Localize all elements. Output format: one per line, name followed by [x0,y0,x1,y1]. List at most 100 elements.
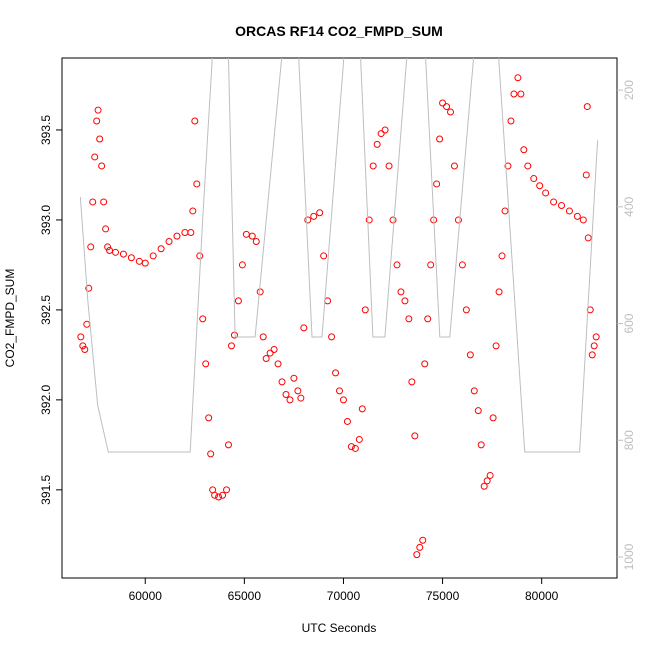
plot-area [77,58,600,559]
y-tick-label: 393.5 [39,115,53,145]
data-point [336,387,343,395]
data-point [274,360,282,368]
data-point [106,247,114,255]
data-point [524,162,532,170]
data-point [542,189,550,197]
data-point [369,162,377,170]
data-point [223,486,231,494]
data-point [181,229,189,237]
data-point [89,198,97,206]
data-point [492,342,500,350]
data-point [94,106,102,114]
data-point [173,232,181,240]
data-point [401,297,409,305]
y2-tick-label: 400 [622,196,636,216]
data-point [266,349,274,357]
data-point [102,225,110,233]
data-point [351,444,359,452]
data-point [96,135,104,143]
data-point [191,117,199,125]
data-point [112,248,120,256]
data-point [483,477,491,485]
data-point [474,407,482,415]
data-point [93,117,101,125]
data-point [196,252,204,260]
data-point [454,216,462,224]
data-point [565,207,573,215]
data-point [100,198,108,206]
plot-frame [61,57,618,579]
data-point [256,288,264,296]
data-point [413,551,421,559]
data-point [127,254,135,262]
data-point [495,288,503,296]
data-point [230,331,238,339]
data-point [405,315,413,323]
data-point [582,171,590,179]
data-point [215,493,223,501]
data-point [316,209,324,217]
data-point [507,117,515,125]
data-point [389,216,397,224]
data-point [304,216,312,224]
data-point [91,153,99,161]
y2-tick-label: 800 [622,430,636,450]
data-point [227,342,235,350]
data-point [477,441,485,449]
data-point [393,261,401,269]
data-point [297,394,305,402]
data-point [361,306,369,314]
data-point [416,543,424,551]
data-point [79,342,87,350]
data-point [427,261,435,269]
chart-title: ORCAS RF14 CO2_FMPD_SUM [235,23,443,39]
data-point [433,180,441,188]
y-tick-label: 393.0 [39,205,53,235]
y-axis-label: CO2_FMPD_SUM [3,269,17,368]
data-point [219,491,227,499]
data-point [583,103,591,111]
data-point [189,207,197,215]
data-point [588,351,596,359]
data-point [310,212,318,220]
data-point [408,378,416,386]
data-point [242,230,250,238]
data-point [358,405,366,413]
data-point [252,238,260,246]
data-point [450,162,458,170]
pressure-line [79,58,599,453]
data-point [262,354,270,362]
data-point [489,414,497,422]
data-point [439,99,447,107]
data-point [248,232,256,240]
data-point [517,90,525,98]
data-point [558,202,565,210]
data-point [290,374,298,382]
data-point [83,320,91,328]
data-point [85,284,93,292]
data-point [149,252,157,260]
data-point [411,432,419,440]
data-point [514,74,522,82]
data-point [294,387,302,395]
x-tick-label: 65000 [228,589,262,603]
data-point [510,90,518,98]
data-point [81,345,89,353]
data-point [234,297,242,305]
data-point [586,306,594,314]
y2-tick-label: 1000 [622,543,636,570]
data-point [238,261,246,269]
data-point [278,378,286,386]
data-point [486,471,494,479]
data-point [419,536,427,544]
data-point [462,306,470,314]
data-point [211,491,219,499]
data-point [270,345,278,353]
y2-tick-label: 200 [622,80,636,100]
data-point [157,245,165,253]
data-point [584,234,592,242]
y-tick-label: 392.0 [39,385,53,415]
x-tick-label: 70000 [327,589,361,603]
data-point [443,103,451,111]
data-point [520,146,528,154]
